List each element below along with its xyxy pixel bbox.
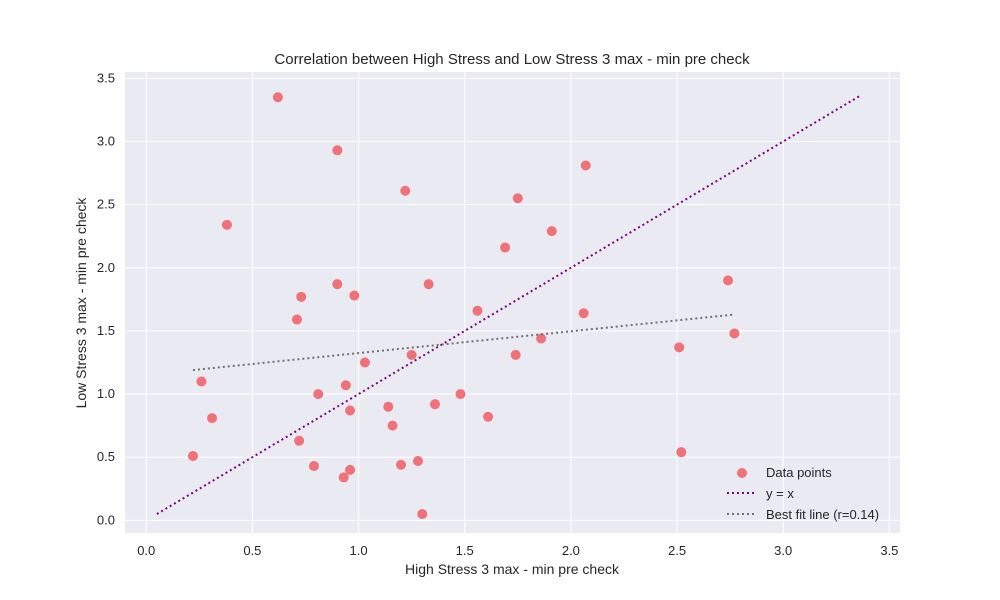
legend-label-identity-line: y = x <box>766 486 794 501</box>
x-tick-label: 0.5 <box>243 543 261 558</box>
legend-label-fit-line: Best fit line (r=0.14) <box>766 507 879 522</box>
y-tick-label: 2.0 <box>97 260 115 275</box>
data-point <box>676 447 687 458</box>
data-point <box>406 349 417 360</box>
chart-title: Correlation between High Stress and Low … <box>274 51 750 68</box>
data-point <box>383 401 394 412</box>
data-point <box>546 226 557 237</box>
data-point <box>512 193 523 204</box>
data-point <box>332 145 343 156</box>
data-point <box>291 314 302 325</box>
y-tick-label: 1.0 <box>97 386 115 401</box>
x-axis-label: High Stress 3 max - min pre check <box>405 561 620 577</box>
series-layer <box>156 92 861 520</box>
y-tick-label: 1.5 <box>97 323 115 338</box>
data-point <box>578 308 589 319</box>
y-tick-label: 0.0 <box>97 512 115 527</box>
x-tick-label: 1.5 <box>456 543 474 558</box>
legend-label-data-points: Data points <box>766 465 832 480</box>
data-point <box>313 389 324 400</box>
data-point <box>345 405 356 416</box>
data-point <box>359 357 370 368</box>
y-axis-label: Low Stress 3 max - min pre check <box>73 197 89 409</box>
data-point <box>400 185 411 196</box>
data-point <box>472 305 483 316</box>
data-point <box>294 435 305 446</box>
plot-area <box>125 72 900 533</box>
data-point <box>338 472 349 483</box>
data-point <box>340 380 351 391</box>
data-point <box>221 219 232 230</box>
data-point <box>723 275 734 286</box>
data-point <box>345 464 356 475</box>
data-point <box>387 420 398 431</box>
data-point <box>308 461 319 472</box>
data-point <box>580 160 591 171</box>
y-tick-label: 0.5 <box>97 449 115 464</box>
x-tick-label: 1.0 <box>350 543 368 558</box>
data-point <box>187 450 198 461</box>
legend-marker-data-points <box>737 468 747 478</box>
grid-lines <box>125 72 900 533</box>
data-point <box>332 279 343 290</box>
data-point <box>430 399 440 410</box>
data-point <box>483 411 494 422</box>
best-fit-line <box>192 313 735 372</box>
data-point <box>500 242 511 253</box>
x-tick-label: 2.0 <box>562 543 580 558</box>
x-tick-label: 3.0 <box>774 543 792 558</box>
data-point <box>510 349 521 360</box>
y-tick-label: 3.5 <box>97 70 115 85</box>
data-point <box>423 279 434 290</box>
data-point <box>729 328 740 339</box>
legend: Data points y = x Best fit line (r=0.14) <box>727 465 879 522</box>
data-point <box>455 389 466 400</box>
x-tick-label: 3.5 <box>880 543 898 558</box>
data-point <box>349 290 360 301</box>
tick-labels: 0.0 0.5 1.0 1.5 2.0 2.5 3.0 3.5 0.0 0.5 1.0 1.5 2.0 2… <box>97 70 899 558</box>
x-tick-label: 0.0 <box>137 543 155 558</box>
data-point <box>272 92 283 103</box>
x-tick-label: 2.5 <box>668 543 686 558</box>
data-point <box>296 291 307 302</box>
data-point <box>417 509 428 520</box>
y-tick-label: 2.5 <box>97 197 115 212</box>
data-point <box>536 333 547 344</box>
identity-line <box>156 95 861 515</box>
y-tick-label: 3.0 <box>97 133 115 148</box>
data-point <box>413 456 424 467</box>
data-point <box>207 413 218 424</box>
data-point <box>196 376 207 387</box>
data-point <box>674 342 685 353</box>
data-point <box>396 459 407 470</box>
